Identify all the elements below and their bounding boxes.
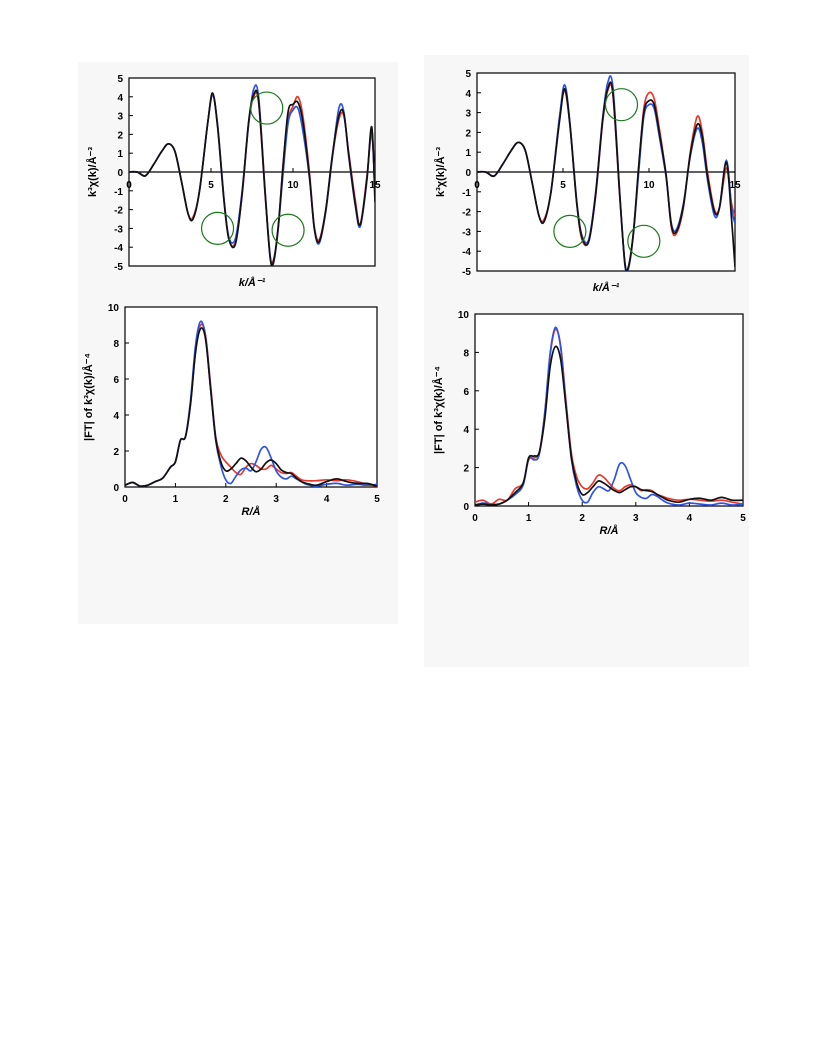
highlight-circle [604, 88, 639, 122]
y-tick-label: -4 [114, 243, 123, 254]
x-tick-label: 1 [526, 513, 532, 524]
y-tick-label: -1 [462, 188, 471, 199]
x-tick-label: 0 [472, 513, 478, 524]
highlight-circle [627, 224, 661, 258]
x-tick-label: 3 [633, 513, 639, 524]
y-axis-label: |FT| of k³χ(k)/Å⁻⁴ [82, 353, 95, 441]
highlight-circle [271, 213, 305, 247]
y-tick-label: 2 [465, 128, 471, 139]
y-tick-label: 8 [463, 348, 469, 359]
y-tick-label: 4 [113, 411, 119, 422]
y-tick-label: -2 [114, 206, 123, 217]
series-line-3 [475, 345, 743, 506]
y-tick-label: -5 [114, 262, 123, 273]
x-tick-label: 5 [560, 180, 566, 191]
y-tick-label: -5 [462, 267, 471, 278]
x-tick-label: 3 [273, 494, 279, 505]
y-tick-label: -4 [462, 247, 471, 258]
plot-frame [124, 306, 378, 488]
x-tick-label: 4 [324, 494, 330, 505]
x-tick-label: 0 [126, 180, 132, 191]
x-tick-label: 0 [474, 180, 480, 191]
x-axis-label: k/Å⁻¹ [239, 276, 266, 289]
y-tick-label: 5 [117, 74, 123, 85]
ft-r-space-chart-left: 10 8 6 4 2 00 1 2 3 4 5 R/Å |FT| of k³χ(k)/Å⁻⁴ [82, 303, 380, 518]
y-tick-label: 2 [113, 447, 119, 458]
y-tick-label: 6 [463, 387, 469, 398]
y-tick-label: 1 [117, 149, 123, 160]
y-tick-label: 10 [458, 310, 470, 321]
y-tick-label: 2 [117, 130, 123, 141]
x-tick-label: 1 [173, 494, 179, 505]
y-tick-label: 3 [117, 112, 123, 123]
y-axis-label: k³χ(k)/Å⁻³ [86, 147, 99, 197]
y-tick-label: 5 [465, 69, 471, 80]
y-tick-label: 10 [108, 303, 120, 314]
y-tick-label: 0 [117, 168, 123, 179]
highlight-circle [553, 214, 587, 248]
x-tick-label: 2 [579, 513, 585, 524]
y-tick-label: -3 [462, 227, 471, 238]
x-tick-label: 2 [223, 494, 229, 505]
y-tick-label: -1 [114, 187, 123, 198]
y-tick-label: 4 [117, 93, 123, 104]
series-line-3 [125, 327, 377, 487]
plot-frame [474, 313, 744, 507]
highlight-circle [200, 211, 235, 245]
x-axis-label: k/Å⁻¹ [593, 281, 620, 294]
y-tick-label: 4 [463, 425, 469, 436]
x-tick-label: 0 [122, 494, 128, 505]
y-tick-label: 6 [113, 375, 119, 386]
ft-r-space-chart-right: 10 8 6 4 2 00 1 2 3 4 5 R/Å |FT| of k³χ(k)/Å⁻⁴ [432, 310, 746, 537]
y-axis-label: k³χ(k)/Å⁻³ [434, 147, 447, 197]
y-tick-label: 0 [465, 168, 471, 179]
y-tick-label: 1 [465, 148, 471, 159]
y-tick-label: -3 [114, 224, 123, 235]
x-tick-label: 15 [729, 180, 741, 191]
x-tick-label: 10 [643, 180, 655, 191]
x-tick-label: 4 [687, 513, 693, 524]
x-tick-label: 5 [740, 513, 746, 524]
y-tick-label: 3 [465, 109, 471, 120]
x-axis-label: R/Å [600, 524, 619, 537]
series-line-3 [477, 81, 735, 271]
y-tick-label: 4 [465, 89, 471, 100]
y-axis-label: |FT| of k³χ(k)/Å⁻⁴ [432, 366, 445, 454]
x-tick-label: 10 [287, 180, 299, 191]
x-tick-label: 5 [208, 180, 214, 191]
y-tick-label: 0 [113, 483, 119, 494]
y-tick-label: 2 [463, 464, 469, 475]
y-tick-label: -2 [462, 208, 471, 219]
series-line-3 [129, 89, 375, 266]
y-tick-label: 8 [113, 339, 119, 350]
x-tick-label: 5 [374, 494, 380, 505]
x-tick-label: 15 [369, 180, 381, 191]
x-axis-label: R/Å [242, 505, 261, 518]
y-tick-label: 0 [463, 502, 469, 513]
highlight-circle [250, 91, 284, 125]
